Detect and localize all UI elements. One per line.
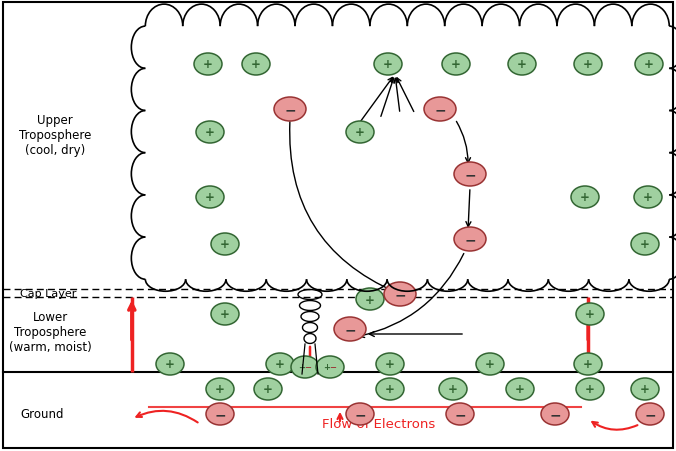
Text: +: +	[515, 382, 525, 396]
Text: −: −	[549, 407, 561, 421]
Ellipse shape	[356, 288, 384, 310]
Ellipse shape	[576, 304, 604, 325]
Text: −: −	[354, 407, 366, 421]
Text: +: +	[580, 191, 590, 204]
Ellipse shape	[156, 353, 184, 375]
Ellipse shape	[439, 378, 467, 400]
Text: +: +	[451, 58, 461, 71]
Ellipse shape	[541, 403, 569, 425]
Ellipse shape	[242, 54, 270, 76]
Ellipse shape	[206, 403, 234, 425]
Ellipse shape	[346, 122, 374, 144]
Ellipse shape	[631, 378, 659, 400]
Text: +: +	[385, 358, 395, 371]
Ellipse shape	[634, 187, 662, 208]
Ellipse shape	[194, 54, 222, 76]
Text: −: −	[344, 322, 356, 336]
Text: +: +	[165, 358, 175, 371]
Text: +: +	[385, 382, 395, 396]
Text: +: +	[205, 126, 215, 139]
Text: Upper
Troposphere
(cool, dry): Upper Troposphere (cool, dry)	[19, 114, 91, 157]
Text: +: +	[275, 358, 285, 371]
Text: Flow of Electrons: Flow of Electrons	[322, 418, 435, 430]
Ellipse shape	[346, 403, 374, 425]
Text: +: +	[485, 358, 495, 371]
Text: −: −	[454, 407, 466, 421]
Text: −: −	[464, 232, 476, 246]
Text: −: −	[284, 103, 296, 117]
Text: +: +	[203, 58, 213, 71]
Ellipse shape	[211, 234, 239, 255]
Text: +: +	[365, 293, 375, 306]
Ellipse shape	[211, 304, 239, 325]
Ellipse shape	[384, 282, 416, 306]
Ellipse shape	[636, 403, 664, 425]
Ellipse shape	[376, 353, 404, 375]
Text: −: −	[214, 407, 226, 421]
Ellipse shape	[424, 98, 456, 122]
Ellipse shape	[574, 54, 602, 76]
Text: −: −	[329, 363, 337, 372]
Ellipse shape	[454, 163, 486, 187]
Text: +: +	[215, 382, 225, 396]
Ellipse shape	[196, 187, 224, 208]
Ellipse shape	[274, 98, 306, 122]
Ellipse shape	[374, 54, 402, 76]
Text: Lower
Troposphere
(warm, moist): Lower Troposphere (warm, moist)	[9, 310, 91, 353]
Ellipse shape	[574, 353, 602, 375]
Text: −: −	[464, 168, 476, 182]
Text: −: −	[434, 103, 445, 117]
Ellipse shape	[446, 403, 474, 425]
Ellipse shape	[266, 353, 294, 375]
Text: +: +	[251, 58, 261, 71]
Ellipse shape	[334, 318, 366, 341]
Ellipse shape	[631, 234, 659, 255]
Ellipse shape	[576, 378, 604, 400]
Text: +: +	[220, 238, 230, 251]
Text: Cap Layer: Cap Layer	[20, 289, 76, 299]
Ellipse shape	[442, 54, 470, 76]
Text: +: +	[585, 382, 595, 396]
Text: +: +	[205, 191, 215, 204]
Ellipse shape	[291, 356, 319, 378]
Text: Ground: Ground	[20, 407, 64, 420]
Text: +: +	[583, 358, 593, 371]
Text: +: +	[324, 363, 331, 372]
Text: +: +	[644, 58, 654, 71]
Ellipse shape	[196, 122, 224, 144]
Bar	[145, 27, 669, 280]
Text: +: +	[263, 382, 273, 396]
Ellipse shape	[571, 187, 599, 208]
Ellipse shape	[508, 54, 536, 76]
Ellipse shape	[254, 378, 282, 400]
Ellipse shape	[635, 54, 663, 76]
Text: +: +	[640, 238, 650, 251]
Text: +: +	[448, 382, 458, 396]
Ellipse shape	[376, 378, 404, 400]
Text: +: +	[585, 308, 595, 321]
Text: +: +	[640, 382, 650, 396]
Text: +: +	[355, 126, 365, 139]
Text: +: +	[643, 191, 653, 204]
Text: −: −	[394, 287, 406, 301]
Text: −: −	[304, 363, 312, 372]
Ellipse shape	[316, 356, 344, 378]
Text: +: +	[220, 308, 230, 321]
Text: +: +	[383, 58, 393, 71]
Text: +: +	[583, 58, 593, 71]
Text: +: +	[299, 363, 306, 372]
Text: −: −	[644, 407, 656, 421]
Text: +: +	[517, 58, 527, 71]
Ellipse shape	[476, 353, 504, 375]
Ellipse shape	[506, 378, 534, 400]
Ellipse shape	[454, 227, 486, 252]
Ellipse shape	[206, 378, 234, 400]
